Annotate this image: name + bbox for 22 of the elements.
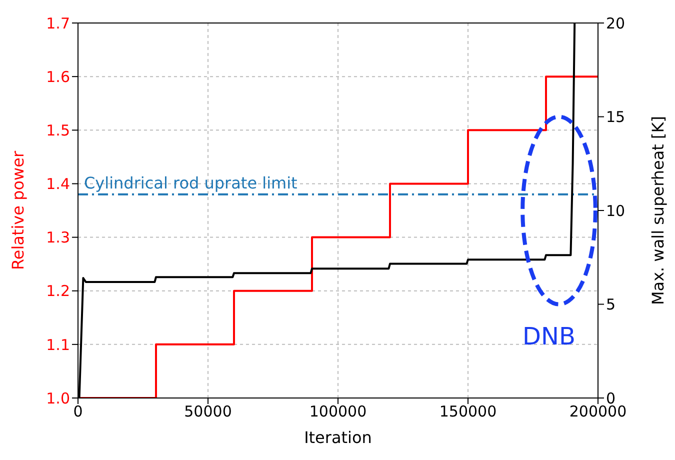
y2-tick-label: 10 — [606, 202, 626, 220]
x-tick-label: 150000 — [439, 402, 497, 421]
y-tick-label: 1.3 — [46, 228, 70, 247]
y-tick-label: 1.7 — [46, 14, 70, 32]
y2-tick-label: 15 — [606, 108, 626, 126]
y-tick-label: 1.6 — [46, 68, 70, 86]
x-tick-label: 200000 — [569, 402, 627, 421]
y-tick-label: 1.5 — [46, 121, 70, 140]
x-tick-label: 50000 — [184, 402, 232, 421]
annotation: DNB — [522, 322, 576, 350]
ref-line-label: Cylindrical rod uprate limit — [84, 173, 298, 192]
y-tick-label: 1.1 — [46, 336, 70, 354]
y-tick-label: 1.0 — [46, 389, 70, 408]
y2-tick-label: 20 — [606, 14, 626, 32]
y2-tick-label: 5 — [606, 296, 616, 314]
y-tick-label: 1.4 — [46, 175, 70, 194]
x-tick-label: 100000 — [309, 402, 367, 421]
y2-axis-title: Max. wall superheat [K] — [648, 116, 668, 306]
x-axis-title: Iteration — [304, 428, 372, 447]
y-axis-title: Relative power — [8, 150, 28, 270]
y-tick-label: 1.2 — [46, 282, 70, 300]
x-tick-label: 0 — [73, 402, 83, 421]
